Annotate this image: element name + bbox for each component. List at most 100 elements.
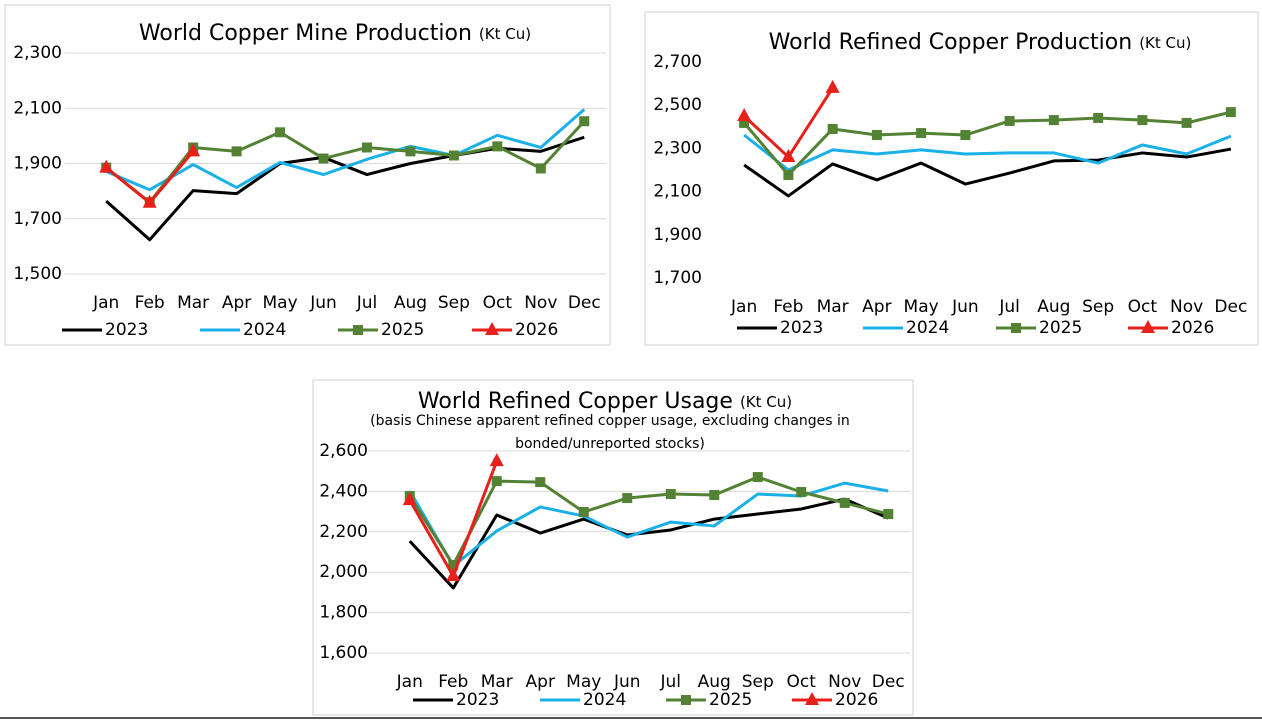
y-tick-label: 2,300 bbox=[653, 138, 702, 158]
x-tick-label: Dec bbox=[872, 672, 905, 692]
marker-triangle bbox=[781, 149, 796, 163]
x-tick-label: Dec bbox=[568, 293, 601, 313]
marker-triangle bbox=[99, 159, 114, 173]
marker-square bbox=[448, 559, 459, 570]
series-line bbox=[408, 475, 889, 567]
title-unit: (Kt Cu) bbox=[479, 25, 531, 43]
x-tick-label: Jan bbox=[730, 297, 757, 317]
marker-square bbox=[752, 472, 763, 483]
y-tick-label: 1,700 bbox=[13, 209, 62, 229]
subtitle: (basis Chinese apparent refined copper u… bbox=[370, 413, 850, 429]
marker-square bbox=[405, 146, 416, 157]
x-tick-label: Mar bbox=[817, 297, 849, 317]
legend-label: 2025 bbox=[709, 690, 752, 710]
marker-triangle bbox=[489, 453, 504, 467]
marker-square bbox=[665, 489, 676, 500]
marker-square bbox=[827, 123, 838, 134]
marker-square bbox=[960, 130, 971, 141]
marker-triangle bbox=[402, 492, 417, 506]
y-tick-label: 1,700 bbox=[653, 268, 702, 288]
panel bbox=[4, 4, 611, 346]
legend-marker bbox=[681, 695, 691, 705]
legend-marker bbox=[485, 322, 499, 335]
x-tick-label: Mar bbox=[177, 293, 209, 313]
marker-square bbox=[231, 146, 242, 157]
x-tick-label: Jan bbox=[396, 672, 423, 692]
y-tick-label: 2,300 bbox=[13, 43, 62, 63]
legend-marker bbox=[1011, 323, 1021, 333]
marker-square bbox=[709, 490, 720, 501]
legend-label: 2026 bbox=[1171, 318, 1214, 338]
x-tick-label: Jan bbox=[92, 293, 119, 313]
legend-marker bbox=[1141, 320, 1155, 333]
marker-triangle bbox=[446, 568, 461, 582]
chart-title: World Refined Copper Usage (Kt Cu) bbox=[418, 389, 792, 414]
legend-label: 2023 bbox=[105, 320, 148, 340]
marker-square bbox=[622, 493, 633, 504]
marker-square bbox=[1137, 115, 1148, 126]
y-tick-label: 2,100 bbox=[13, 98, 62, 118]
marker-square bbox=[1048, 115, 1059, 126]
marker-square bbox=[783, 169, 794, 180]
marker-square bbox=[871, 130, 882, 141]
x-tick-label: Jun bbox=[309, 293, 337, 313]
legend-label: 2025 bbox=[1039, 318, 1082, 338]
x-tick-label: Sep bbox=[1082, 297, 1114, 317]
x-tick-label: Oct bbox=[1128, 297, 1158, 317]
y-tick-label: 2,700 bbox=[653, 52, 702, 72]
x-tick-label: Jul bbox=[659, 672, 681, 692]
marker-square bbox=[883, 509, 894, 520]
y-tick-label: 1,500 bbox=[13, 264, 62, 284]
chart-title: World Copper Mine Production (Kt Cu) bbox=[139, 21, 531, 46]
legend-marker bbox=[805, 692, 819, 705]
x-tick-label: Nov bbox=[828, 672, 861, 692]
series-line bbox=[743, 147, 1232, 198]
x-tick-label: Feb bbox=[135, 293, 165, 313]
marker-square bbox=[1181, 117, 1192, 128]
legend-label: 2024 bbox=[906, 318, 949, 338]
x-tick-label: Aug bbox=[394, 293, 427, 313]
marker-square bbox=[318, 153, 329, 164]
marker-triangle bbox=[825, 79, 840, 93]
y-tick-label: 2,200 bbox=[319, 522, 368, 542]
legend-label: 2023 bbox=[456, 690, 499, 710]
title-text: World Refined Copper Production bbox=[769, 30, 1133, 55]
chart-title: World Refined Copper Production (Kt Cu) bbox=[769, 30, 1192, 55]
legend-label: 2026 bbox=[835, 690, 878, 710]
x-tick-label: Apr bbox=[862, 297, 891, 317]
marker-triangle bbox=[142, 194, 157, 208]
marker-square bbox=[796, 487, 807, 498]
y-tick-label: 2,100 bbox=[653, 182, 702, 202]
series-line bbox=[105, 108, 586, 192]
marker-square bbox=[579, 116, 590, 127]
x-tick-label: Mar bbox=[481, 672, 513, 692]
x-tick-label: Jul bbox=[998, 297, 1020, 317]
x-tick-label: Feb bbox=[438, 672, 468, 692]
marker-square bbox=[916, 128, 927, 139]
legend-label: 2025 bbox=[381, 320, 424, 340]
marker-square bbox=[492, 141, 503, 152]
marker-square bbox=[535, 477, 546, 488]
x-tick-label: Jul bbox=[356, 293, 378, 313]
x-tick-label: Apr bbox=[526, 672, 555, 692]
x-tick-label: May bbox=[904, 297, 939, 317]
marker-triangle bbox=[737, 108, 752, 121]
y-tick-label: 2,400 bbox=[319, 481, 368, 501]
title-text: World Copper Mine Production bbox=[139, 21, 472, 46]
x-tick-label: May bbox=[566, 672, 601, 692]
legend-label: 2026 bbox=[515, 320, 558, 340]
legend-marker bbox=[353, 325, 363, 335]
marker-square bbox=[491, 476, 502, 487]
series-line bbox=[742, 110, 1232, 177]
x-tick-label: Oct bbox=[483, 293, 513, 313]
x-tick-label: Nov bbox=[524, 293, 557, 313]
y-tick-label: 1,900 bbox=[653, 225, 702, 245]
marker-square bbox=[1093, 112, 1104, 123]
title-unit: (Kt Cu) bbox=[740, 393, 792, 411]
series-line bbox=[408, 497, 889, 590]
series-line bbox=[105, 120, 586, 204]
x-tick-label: Oct bbox=[787, 672, 817, 692]
x-tick-label: Jun bbox=[613, 672, 641, 692]
subtitle: bonded/unreported stocks) bbox=[515, 436, 705, 452]
x-tick-label: Aug bbox=[698, 672, 731, 692]
